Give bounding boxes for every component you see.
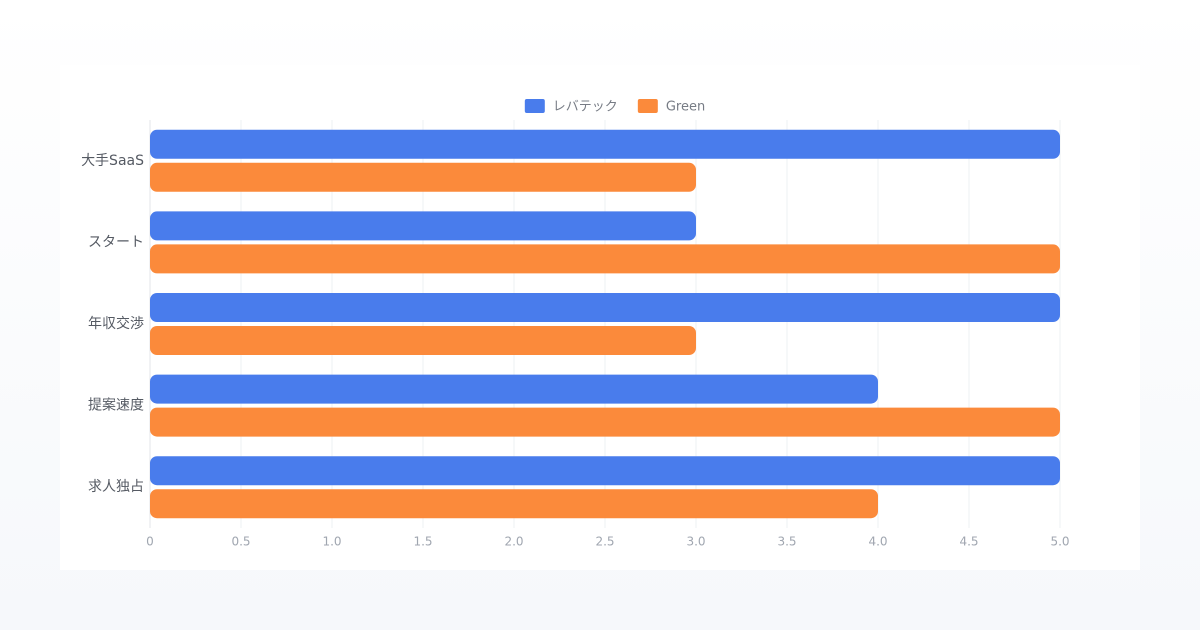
x-tick-label: 3.5	[777, 535, 796, 549]
x-tick-label: 1.5	[413, 535, 432, 549]
bar	[150, 374, 878, 404]
legend-label: レバテック	[553, 100, 618, 115]
bar	[150, 162, 696, 192]
y-tick-label: 提案速度	[88, 397, 144, 414]
y-tick-label: 求人独占	[88, 479, 144, 495]
bar	[150, 211, 696, 241]
x-tick-label: 0	[146, 535, 154, 549]
x-tick-label: 2.0	[504, 535, 523, 549]
x-tick-label: 4.5	[959, 535, 978, 549]
y-tick-label: 大手SaaS	[81, 153, 144, 169]
y-tick-label: スタート	[88, 234, 144, 250]
bar	[150, 456, 1060, 486]
bar	[150, 244, 1060, 274]
x-tick-label: 1.0	[322, 535, 341, 549]
bar	[150, 489, 878, 519]
bar	[150, 326, 696, 355]
bar	[150, 293, 1060, 322]
x-tick-label: 2.5	[595, 535, 614, 549]
x-tick-label: 0.5	[231, 535, 250, 549]
y-tick-label: 年収交渉	[88, 315, 144, 332]
legend-swatch	[637, 99, 658, 113]
bar	[150, 407, 1060, 437]
x-tick-label: 5.0	[1050, 535, 1069, 549]
legend-label: Green	[666, 100, 705, 115]
x-tick-label: 3.0	[686, 535, 705, 549]
bar	[150, 129, 1060, 159]
legend-swatch	[524, 99, 545, 113]
x-tick-label: 4.0	[868, 535, 887, 549]
